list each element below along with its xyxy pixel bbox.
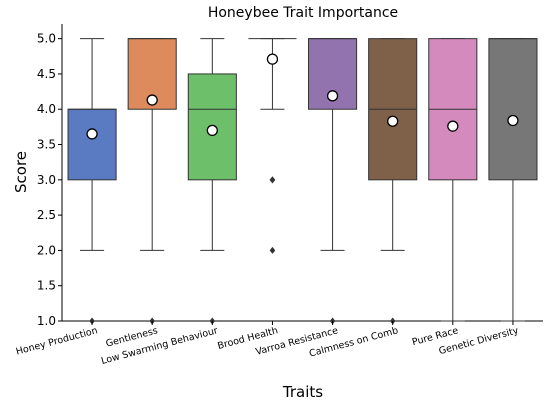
chart-title: Honeybee Trait Importance bbox=[208, 5, 398, 21]
mean-marker bbox=[146, 94, 158, 106]
x-tick-label: Honey Production bbox=[15, 325, 99, 357]
y-tick-label: 2.5 bbox=[37, 208, 56, 222]
box-1 bbox=[67, 108, 117, 181]
y-tick-label: 2.0 bbox=[37, 243, 56, 257]
y-axis-label: Score bbox=[12, 151, 30, 193]
y-tick-label: 4.5 bbox=[37, 67, 56, 81]
outlier-marker bbox=[269, 246, 276, 254]
mean-marker bbox=[387, 115, 399, 127]
y-tick-label: 1.0 bbox=[37, 314, 56, 328]
box-8 bbox=[488, 38, 538, 181]
y-tick-label: 3.5 bbox=[37, 138, 56, 152]
mean-marker bbox=[266, 53, 279, 65]
x-axis-label: Traits bbox=[282, 383, 323, 401]
plot-area: 1.0 1.5 2.0 2.5 3.0 3.5 4.0 4.5 5.0 Honey Product… bbox=[15, 24, 543, 367]
outlier-marker bbox=[269, 176, 276, 184]
y-tick-label: 1.5 bbox=[37, 279, 56, 293]
mean-marker bbox=[206, 124, 218, 137]
y-tick-label: 3.0 bbox=[37, 173, 56, 187]
mean-marker bbox=[507, 114, 519, 127]
mean-marker bbox=[447, 120, 459, 132]
y-tick-label: 4.0 bbox=[37, 102, 56, 116]
mean-marker bbox=[86, 128, 98, 140]
y-tick-label: 5.0 bbox=[37, 32, 56, 46]
mean-marker bbox=[326, 90, 339, 102]
